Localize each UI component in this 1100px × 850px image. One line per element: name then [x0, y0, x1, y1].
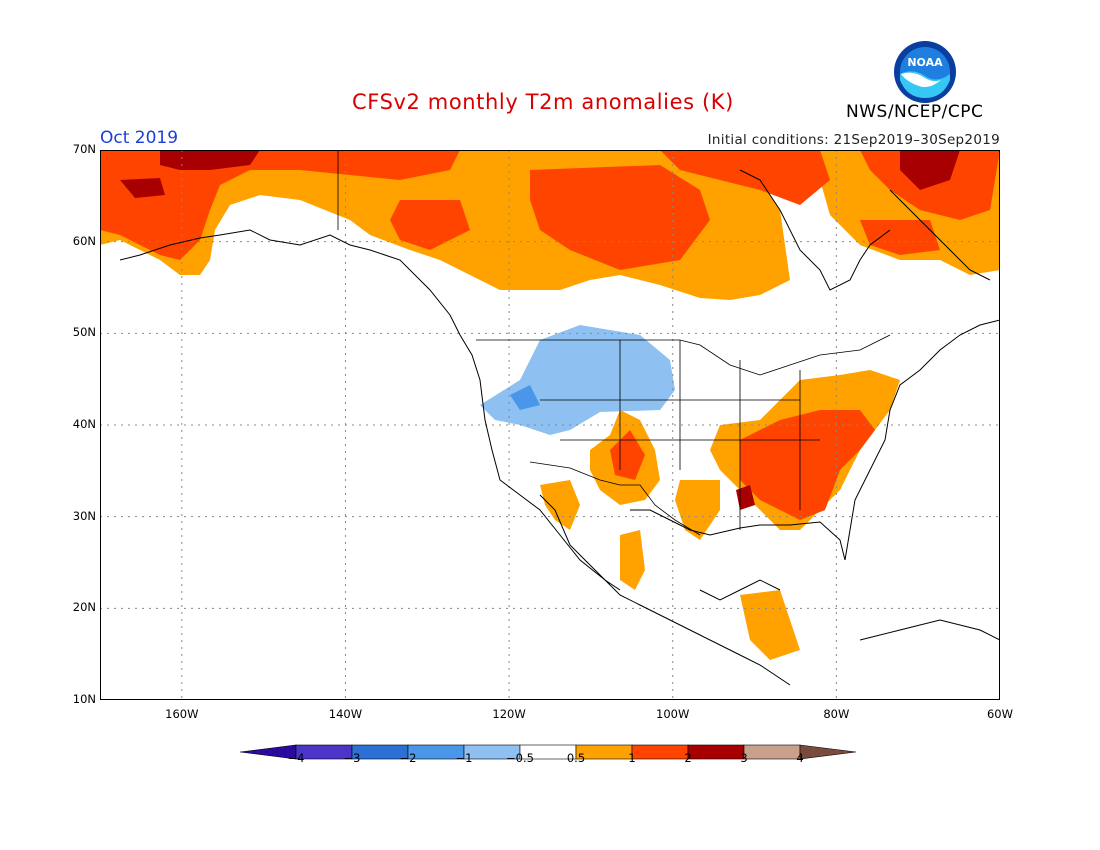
anomaly-patch-fourcorners-red	[610, 430, 645, 480]
colorbar-label: −3	[343, 751, 361, 765]
colorbar-label: −0.5	[506, 751, 534, 765]
border-states-1	[619, 340, 801, 530]
border-us-mexico	[529, 461, 701, 536]
colorbar-label: −2	[399, 751, 417, 765]
lon-label: 80W	[823, 707, 850, 721]
coastline-east	[844, 319, 1001, 561]
noaa-logo: NOAA	[894, 41, 956, 103]
anomaly-patch-alaska-darkred	[160, 150, 260, 170]
anomaly-patch-southeast-red	[740, 410, 875, 520]
colorbar-label: −1	[455, 751, 473, 765]
initial-conditions: Initial conditions: 21Sep2019–30Sep2019	[707, 132, 1000, 148]
anomaly-patch-north-red	[100, 150, 460, 260]
anomaly-patch-mexico-orange	[620, 530, 645, 590]
map-title: CFSv2 monthly T2m anomalies (K)	[352, 90, 734, 114]
colorbar-extend-high	[799, 744, 857, 760]
lon-label: 60W	[986, 707, 1013, 721]
lat-lon-grid	[100, 150, 1000, 700]
lat-label: 70N	[72, 142, 96, 156]
coastline-alaska	[119, 229, 621, 591]
anomaly-patch-labrador-red	[860, 220, 940, 255]
lat-label: 30N	[72, 508, 96, 523]
anomaly-patch-baja-orange	[540, 480, 580, 530]
anomaly-patch-nwalaska-darkred	[120, 178, 165, 198]
anomaly-patch-canada-red-2	[530, 165, 710, 270]
anomaly-patch-canada-red	[390, 200, 470, 250]
anomaly-patch-hudson-red	[660, 150, 830, 205]
lat-label: 50N	[72, 325, 96, 340]
lat-label: 20N	[72, 600, 96, 615]
coastline-caribbean	[859, 619, 1001, 641]
anomaly-patch-central-america-orange	[740, 590, 800, 660]
logo-text: NOAA	[907, 56, 943, 69]
agency-label: NWS/NCEP/CPC	[846, 102, 984, 122]
political-boundaries	[337, 150, 891, 536]
coastline-mexico-west	[539, 494, 791, 686]
anomaly-patches	[100, 150, 1000, 660]
border-us-canada	[476, 334, 891, 376]
anomaly-patch-greenland-darkred	[900, 150, 960, 190]
anomaly-patch-arklatex-darkred	[736, 485, 755, 510]
anomaly-map	[99, 149, 1001, 701]
anomaly-patch-gulf-orange	[675, 480, 720, 540]
colorbar	[240, 744, 857, 760]
colorbar-label: 0.5	[566, 751, 586, 765]
colorbar-label: −4	[287, 751, 305, 765]
lat-label: 10N	[72, 692, 96, 706]
colorbar-label: 1	[628, 751, 636, 765]
lon-label: 100W	[656, 707, 690, 721]
coastlines	[119, 169, 1001, 686]
border-states-2	[540, 399, 820, 441]
forecast-month: Oct 2019	[100, 128, 179, 148]
lat-label: 40N	[72, 417, 96, 431]
coastline-hudson	[739, 169, 891, 291]
anomaly-patch-nevada-blue	[510, 385, 540, 410]
lon-label: 140W	[328, 707, 363, 721]
lon-label: 120W	[492, 707, 526, 721]
coastline-yucatan	[699, 579, 781, 601]
lon-label: 160W	[165, 707, 199, 721]
lat-label: 60N	[72, 233, 96, 248]
colorbar-label: 2	[684, 751, 692, 765]
colorbar-label: 4	[796, 751, 804, 765]
coastline-labrador	[889, 189, 991, 281]
colorbar-label: 3	[740, 751, 748, 765]
